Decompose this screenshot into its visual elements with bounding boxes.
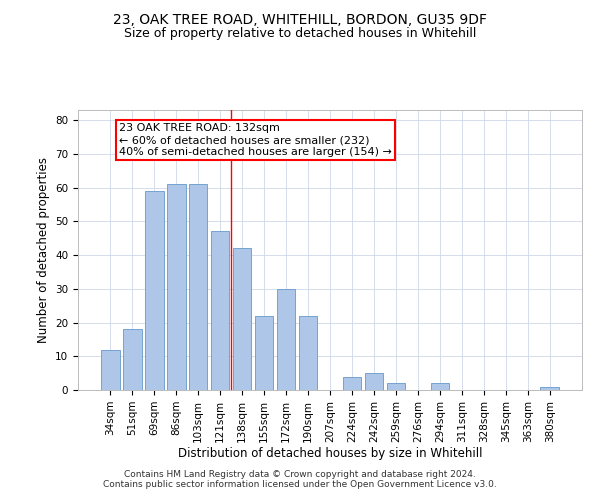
Bar: [277, 289, 295, 390]
Bar: [123, 330, 142, 390]
Bar: [145, 191, 164, 390]
Bar: [431, 384, 449, 390]
Bar: [167, 184, 185, 390]
Y-axis label: Number of detached properties: Number of detached properties: [37, 157, 50, 343]
Bar: [299, 316, 317, 390]
Bar: [211, 232, 229, 390]
Bar: [541, 386, 559, 390]
Bar: [365, 373, 383, 390]
Bar: [233, 248, 251, 390]
Text: Size of property relative to detached houses in Whitehill: Size of property relative to detached ho…: [124, 28, 476, 40]
Text: Contains HM Land Registry data © Crown copyright and database right 2024.: Contains HM Land Registry data © Crown c…: [124, 470, 476, 479]
Bar: [255, 316, 274, 390]
Bar: [386, 384, 405, 390]
X-axis label: Distribution of detached houses by size in Whitehill: Distribution of detached houses by size …: [178, 448, 482, 460]
Bar: [189, 184, 208, 390]
Text: 23, OAK TREE ROAD, WHITEHILL, BORDON, GU35 9DF: 23, OAK TREE ROAD, WHITEHILL, BORDON, GU…: [113, 12, 487, 26]
Text: 23 OAK TREE ROAD: 132sqm
← 60% of detached houses are smaller (232)
40% of semi-: 23 OAK TREE ROAD: 132sqm ← 60% of detach…: [119, 124, 392, 156]
Bar: [101, 350, 119, 390]
Text: Contains public sector information licensed under the Open Government Licence v3: Contains public sector information licen…: [103, 480, 497, 489]
Bar: [343, 376, 361, 390]
